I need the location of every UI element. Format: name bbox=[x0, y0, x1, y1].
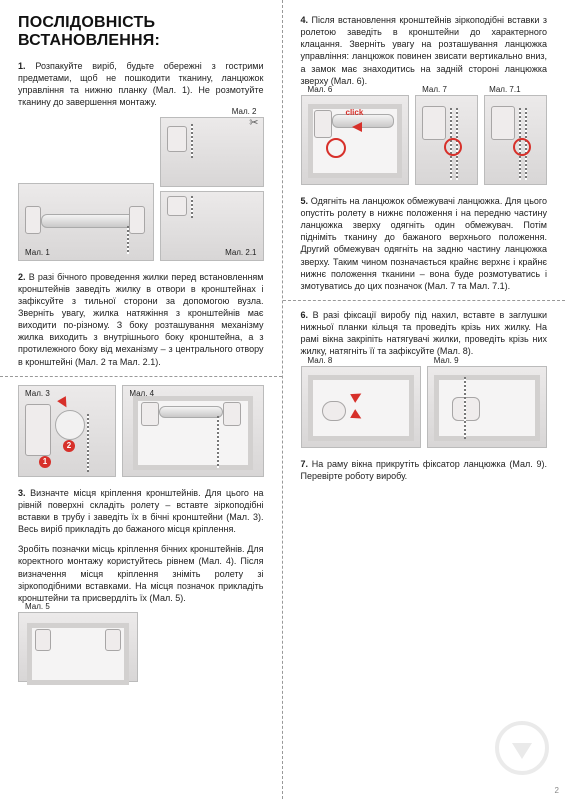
step-3b: Зробіть позначки місць кріплення бічних … bbox=[18, 543, 264, 604]
step-6: 6. В разі фіксації виробу під нахил, вст… bbox=[301, 309, 548, 358]
figure-4-label: Мал. 4 bbox=[127, 388, 156, 399]
page: ПОСЛІДОВНІСТЬ ВСТАНОВЛЕННЯ: 1. Розпакуйт… bbox=[0, 0, 565, 799]
step-4-num: 4. bbox=[301, 15, 309, 25]
page-number: 2 bbox=[555, 786, 559, 795]
figure-9: Мал. 9 bbox=[427, 366, 547, 448]
step-3b-text: Зробіть позначки місць кріплення бічних … bbox=[18, 544, 264, 603]
figure-8-label: Мал. 8 bbox=[306, 355, 335, 366]
step-7-text: На раму вікна прикрутіть фіксатор ланцюж… bbox=[301, 459, 548, 481]
step-1-num: 1. bbox=[18, 61, 26, 71]
right-column: 4. Після встановлення кронштейнів зіркоп… bbox=[283, 0, 565, 799]
step-3-num: 3. bbox=[18, 488, 26, 498]
figure-6: click Мал. 6 bbox=[301, 95, 410, 185]
step-2-num: 2. bbox=[18, 272, 26, 282]
page-title: ПОСЛІДОВНІСТЬ ВСТАНОВЛЕННЯ: bbox=[18, 14, 264, 50]
figure-2-label: Мал. 2 bbox=[230, 106, 259, 117]
figure-5: Мал. 5 bbox=[18, 612, 138, 682]
figure-7-1-label: Мал. 7.1 bbox=[487, 84, 522, 95]
step-2: 2. В разі бічного проведення жилки перед… bbox=[18, 271, 264, 368]
figure-7-label: Мал. 7 bbox=[420, 84, 449, 95]
scissors-icon: ✂ bbox=[249, 116, 258, 129]
separator-right bbox=[283, 300, 565, 301]
figure-3-label: Мал. 3 bbox=[23, 388, 52, 399]
separator-left bbox=[0, 376, 282, 377]
badge-2: 2 bbox=[63, 440, 75, 452]
figure-1-label: Мал. 1 bbox=[23, 247, 52, 258]
click-label: click bbox=[346, 108, 364, 117]
figure-2-group: ✂ Мал. 2 Мал. 2.1 bbox=[160, 117, 263, 261]
step-1: 1. Розпакуйте виріб, будьте обережні з г… bbox=[18, 60, 264, 109]
fig-row-4: click Мал. 6 Мал. 7 Мал. 7.1 bbox=[301, 95, 548, 185]
figure-3: 1 2 Мал. 3 bbox=[18, 385, 116, 477]
figure-8: Мал. 8 bbox=[301, 366, 421, 448]
step-6-text: В разі фіксації виробу під нахил, вставт… bbox=[301, 310, 548, 356]
step-7: 7. На раму вікна прикрутіть фіксатор лан… bbox=[301, 458, 548, 482]
fig-row-1: Мал. 1 ✂ Мал. 2 Мал. 2.1 bbox=[18, 117, 264, 261]
figure-5-label: Мал. 5 bbox=[23, 601, 52, 612]
fig-row-3: Мал. 5 bbox=[18, 612, 264, 682]
badge-1: 1 bbox=[39, 456, 51, 468]
step-4-text: Після встановлення кронштейнів зіркоподі… bbox=[301, 15, 548, 86]
step-6-num: 6. bbox=[301, 310, 309, 320]
step-3a-text: Визначте місця кріплення кронштейнів. Дл… bbox=[18, 488, 264, 534]
figure-2: ✂ Мал. 2 bbox=[160, 117, 263, 187]
step-5-num: 5. bbox=[301, 196, 309, 206]
figure-7-1: Мал. 7.1 bbox=[484, 95, 547, 185]
step-5-text: Одягніть на ланцюжок обмежувачі ланцюжка… bbox=[301, 196, 548, 291]
step-7-num: 7. bbox=[301, 459, 309, 469]
watermark-icon bbox=[495, 721, 549, 775]
figure-2-1-label: Мал. 2.1 bbox=[223, 247, 258, 258]
fig-row-5: Мал. 8 Мал. 9 bbox=[301, 366, 548, 448]
fig-row-2: 1 2 Мал. 3 Мал. 4 bbox=[18, 385, 264, 477]
step-1-text: Розпакуйте виріб, будьте обережні з гост… bbox=[18, 61, 264, 107]
left-column: ПОСЛІДОВНІСТЬ ВСТАНОВЛЕННЯ: 1. Розпакуйт… bbox=[0, 0, 283, 799]
figure-1: Мал. 1 bbox=[18, 183, 154, 261]
figure-2-1: Мал. 2.1 bbox=[160, 191, 263, 261]
step-5: 5. Одягніть на ланцюжок обмежувачі ланцю… bbox=[301, 195, 548, 292]
figure-7: Мал. 7 bbox=[415, 95, 478, 185]
figure-6-label: Мал. 6 bbox=[306, 84, 335, 95]
figure-9-label: Мал. 9 bbox=[432, 355, 461, 366]
figure-4: Мал. 4 bbox=[122, 385, 263, 477]
step-4: 4. Після встановлення кронштейнів зіркоп… bbox=[301, 14, 548, 87]
step-2-text: В разі бічного проведення жилки перед вс… bbox=[18, 272, 264, 367]
step-3a: 3. Визначте місця кріплення кронштейнів.… bbox=[18, 487, 264, 536]
